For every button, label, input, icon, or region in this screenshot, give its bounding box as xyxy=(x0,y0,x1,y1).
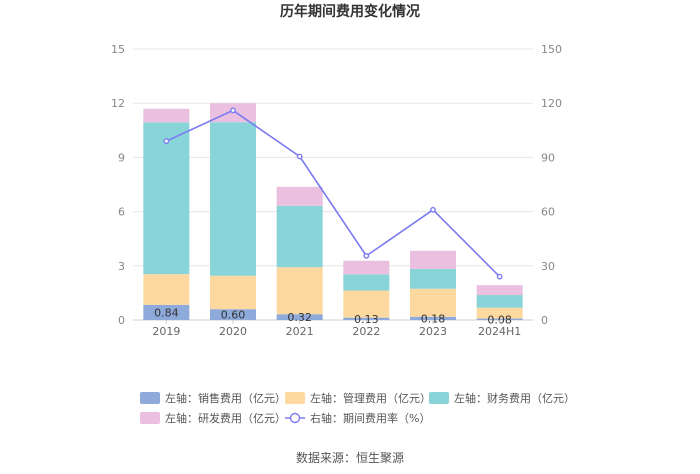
rate-point xyxy=(363,252,370,259)
right-tick-label: 90 xyxy=(541,151,555,164)
legend-swatch xyxy=(429,392,449,404)
legend-label: 左轴：财务费用（亿元） xyxy=(454,391,575,405)
bar-segment xyxy=(343,274,390,291)
left-tick-label: 15 xyxy=(111,43,125,56)
x-tick-label: 2019 xyxy=(152,325,180,338)
rate-line xyxy=(163,107,503,280)
bar-segment xyxy=(143,108,190,123)
x-axis: 2019 2020 2021 2022 2023 2024H1 xyxy=(152,320,521,338)
bar-segment xyxy=(143,122,190,275)
right-tick-label: 120 xyxy=(541,97,562,110)
grid-lines xyxy=(133,48,533,321)
bar-segment xyxy=(343,290,390,318)
bar-segment xyxy=(276,267,323,315)
data-labels: 0.84 0.60 0.32 0.13 0.18 0.08 xyxy=(154,306,512,326)
right-tick-label: 150 xyxy=(541,43,562,56)
bar-segment xyxy=(410,250,456,269)
rate-point xyxy=(296,153,303,160)
left-tick-label: 3 xyxy=(118,260,125,273)
bar-segment xyxy=(210,122,256,276)
bar-segment xyxy=(143,274,190,305)
left-tick-label: 9 xyxy=(118,151,125,164)
data-label: 0.08 xyxy=(487,313,512,326)
left-tick-label: 12 xyxy=(111,97,125,110)
bar-segment xyxy=(210,275,256,310)
bar-segment xyxy=(476,295,523,308)
source-note: 数据来源：恒生聚源 xyxy=(296,450,404,465)
data-label: 0.18 xyxy=(421,312,446,325)
legend: 左轴：销售费用（亿元） 左轴：管理费用（亿元） 左轴：财务费用（亿元） 左轴：研发费用… xyxy=(140,391,575,425)
bar-segment xyxy=(343,317,390,320)
bar-segment xyxy=(276,314,323,320)
data-label: 0.60 xyxy=(221,309,246,322)
bar-segment xyxy=(410,288,456,317)
legend-item[interactable]: 右轴：期间费用率（%） xyxy=(285,411,430,425)
legend-label: 左轴：研发费用（亿元） xyxy=(165,411,286,425)
right-tick-label: 0 xyxy=(541,314,548,327)
legend-marker xyxy=(289,412,301,424)
legend-item[interactable]: 左轴：研发费用（亿元） xyxy=(140,411,286,425)
legend-label: 左轴：销售费用（亿元） xyxy=(165,391,286,405)
left-tick-label: 0 xyxy=(118,314,125,327)
x-tick-label: 2023 xyxy=(419,325,447,338)
bar-segment xyxy=(143,304,190,320)
left-tick-label: 6 xyxy=(118,206,125,219)
x-tick-label: 2022 xyxy=(352,325,380,338)
bar-segment xyxy=(476,318,523,320)
legend-swatch xyxy=(285,392,305,404)
legend-item[interactable]: 左轴：财务费用（亿元） xyxy=(429,391,575,405)
x-tick-label: 2021 xyxy=(286,325,314,338)
rate-point xyxy=(496,273,503,280)
x-tick-label: 2024H1 xyxy=(478,325,521,338)
bars xyxy=(143,103,523,320)
legend-swatch xyxy=(140,412,160,424)
left-axis: 0 3 6 9 12 15 xyxy=(111,43,125,327)
right-tick-label: 30 xyxy=(541,260,555,273)
data-label: 0.32 xyxy=(287,311,312,324)
rate-point xyxy=(230,107,236,114)
rate-point xyxy=(430,206,436,213)
chart-title: 历年期间费用变化情况 xyxy=(280,3,420,20)
bar-segment xyxy=(476,285,523,296)
x-tick-label: 2020 xyxy=(219,325,247,338)
rate-point xyxy=(163,138,170,145)
legend-swatch xyxy=(140,392,160,404)
right-tick-label: 60 xyxy=(541,206,555,219)
rate-line-path xyxy=(165,109,501,278)
bar-segment xyxy=(410,316,456,320)
data-label: 0.13 xyxy=(354,313,379,326)
bar-segment xyxy=(476,307,523,319)
right-axis: 0 30 60 90 120 150 xyxy=(541,43,562,327)
legend-item[interactable]: 左轴：管理费用（亿元） xyxy=(285,391,431,405)
bar-segment xyxy=(210,309,256,320)
legend-label: 右轴：期间费用率（%） xyxy=(310,411,430,425)
data-label: 0.84 xyxy=(154,306,179,319)
bar-segment xyxy=(410,268,456,289)
bar-segment xyxy=(276,205,323,268)
bar-segment xyxy=(276,186,323,206)
legend-label: 左轴：管理费用（亿元） xyxy=(310,391,431,405)
legend-item[interactable]: 左轴：销售费用（亿元） xyxy=(140,391,286,405)
bar-segment xyxy=(343,260,390,275)
